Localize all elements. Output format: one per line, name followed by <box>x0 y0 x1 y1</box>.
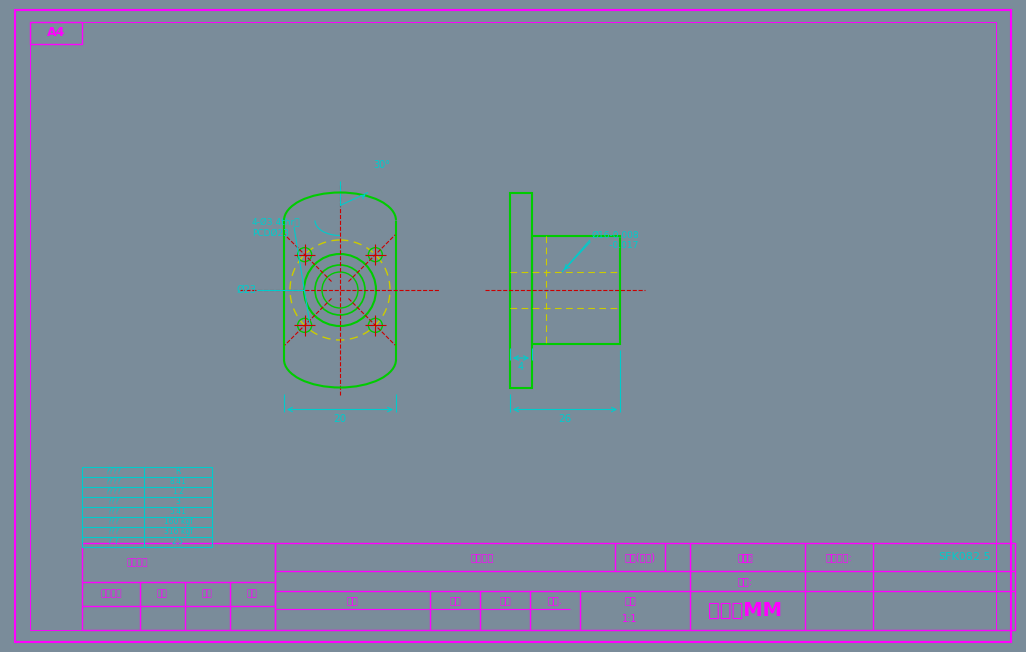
Text: -0.017: -0.017 <box>592 241 638 250</box>
Text: ????: ???? <box>105 467 121 477</box>
Text: R: R <box>175 467 181 477</box>
Text: ???: ??? <box>107 507 119 516</box>
Text: 日期: 日期 <box>741 552 753 562</box>
Text: 型号:: 型号: <box>738 552 752 562</box>
Text: 日期: 日期 <box>202 589 212 599</box>
Text: 续图: 续图 <box>346 595 358 605</box>
Text: A4: A4 <box>47 27 66 40</box>
Text: PCDØ23: PCDØ23 <box>252 228 289 237</box>
Text: 客户确认: 客户确认 <box>126 558 148 567</box>
Bar <box>30 22 82 44</box>
Text: 容容图号:: 容容图号: <box>826 552 853 562</box>
Text: 5.41: 5.41 <box>169 507 187 516</box>
Text: 设计: 设计 <box>449 595 461 605</box>
Text: 30°: 30° <box>373 160 391 170</box>
Bar <box>510 192 532 387</box>
Text: 2.5: 2.5 <box>172 537 184 546</box>
Text: Ø23: Ø23 <box>237 285 256 295</box>
Text: 316 kgf: 316 kgf <box>163 527 193 537</box>
Text: ????: ???? <box>105 477 121 486</box>
Text: 4: 4 <box>518 362 524 372</box>
Text: 20: 20 <box>333 415 347 424</box>
Text: 处数: 处数 <box>157 589 167 599</box>
Text: 视角.: 视角. <box>548 595 562 605</box>
Text: ????: ???? <box>105 488 121 497</box>
Text: Ø16-0.008: Ø16-0.008 <box>592 231 639 239</box>
Bar <box>532 236 620 344</box>
Text: 签名: 签名 <box>246 589 258 599</box>
Text: 26: 26 <box>558 415 571 424</box>
Text: 1:1: 1:1 <box>622 614 638 625</box>
Text: ???: ??? <box>107 527 119 537</box>
Text: 材料:: 材料: <box>738 576 752 586</box>
Text: ???: ??? <box>107 518 119 527</box>
Text: 160 kgf: 160 kgf <box>163 518 193 527</box>
Text: 8.41: 8.41 <box>169 477 187 486</box>
Text: 更改标记: 更改标记 <box>101 589 122 599</box>
Text: ? ?: ? ? <box>108 537 118 546</box>
Text: 比例: 比例 <box>624 595 636 605</box>
Text: 单位：MM: 单位：MM <box>708 601 782 620</box>
Bar <box>82 467 212 547</box>
Bar <box>82 543 275 630</box>
Text: 4-Ø3.4thr，: 4-Ø3.4thr， <box>252 218 301 226</box>
Text: 数量(单台): 数量(单台) <box>625 552 656 562</box>
Text: SFK082.5: SFK082.5 <box>939 552 991 562</box>
Text: 3: 3 <box>175 497 181 507</box>
Text: ???: ??? <box>107 497 119 507</box>
Text: 客户名称: 客户名称 <box>470 552 494 562</box>
Text: 审核: 审核 <box>499 595 511 605</box>
Text: 1.2: 1.2 <box>172 488 184 497</box>
Bar <box>275 543 1015 630</box>
